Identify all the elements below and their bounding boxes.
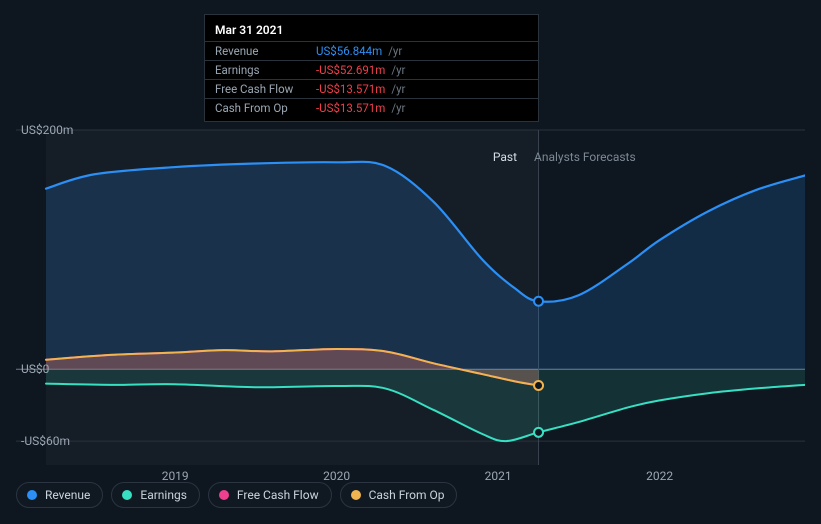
tooltip-row-unit: /yr	[391, 63, 405, 77]
tooltip-row: Revenue US$56.844m/yr	[205, 41, 538, 60]
hover-tooltip: Mar 31 2021 RevenueUS$56.844m/yrEarnings…	[204, 14, 539, 122]
tooltip-row: Free Cash Flow -US$13.571m/yr	[205, 79, 538, 98]
tooltip-date: Mar 31 2021	[205, 19, 538, 41]
legend-dot-icon	[27, 490, 37, 500]
past-label: Past	[493, 150, 517, 164]
tooltip-row-label: Revenue	[215, 44, 310, 58]
tooltip-row-unit: /yr	[391, 82, 405, 96]
tooltip-row-value: -US$52.691m	[316, 63, 385, 77]
legend-label: Revenue	[45, 488, 90, 502]
tooltip-row-unit: /yr	[388, 44, 402, 58]
legend-dot-icon	[219, 490, 229, 500]
tooltip-row-label: Free Cash Flow	[215, 82, 310, 96]
legend-dot-icon	[351, 490, 361, 500]
legend-item-earnings[interactable]: Earnings	[111, 482, 200, 508]
financials-chart: Past Analysts Forecasts Mar 31 2021 Reve…	[16, 0, 805, 524]
legend-label: Earnings	[140, 488, 187, 502]
legend-label: Free Cash Flow	[237, 488, 319, 502]
legend-item-fcf[interactable]: Free Cash Flow	[208, 482, 332, 508]
tooltip-row-label: Earnings	[215, 63, 310, 77]
tooltip-row-value: -US$13.571m	[316, 101, 385, 115]
legend-label: Cash From Op	[369, 488, 445, 502]
tooltip-row-value: US$56.844m	[316, 44, 382, 58]
tooltip-row-value: -US$13.571m	[316, 82, 385, 96]
legend-item-cashop[interactable]: Cash From Op	[340, 482, 458, 508]
legend: Revenue Earnings Free Cash Flow Cash Fro…	[16, 482, 457, 508]
legend-item-revenue[interactable]: Revenue	[16, 482, 103, 508]
forecast-label: Analysts Forecasts	[534, 150, 636, 164]
tooltip-row-label: Cash From Op	[215, 101, 310, 115]
tooltip-row-unit: /yr	[391, 101, 405, 115]
tooltip-row: Earnings -US$52.691m/yr	[205, 60, 538, 79]
tooltip-row: Cash From Op -US$13.571m/yr	[205, 98, 538, 117]
legend-dot-icon	[122, 490, 132, 500]
